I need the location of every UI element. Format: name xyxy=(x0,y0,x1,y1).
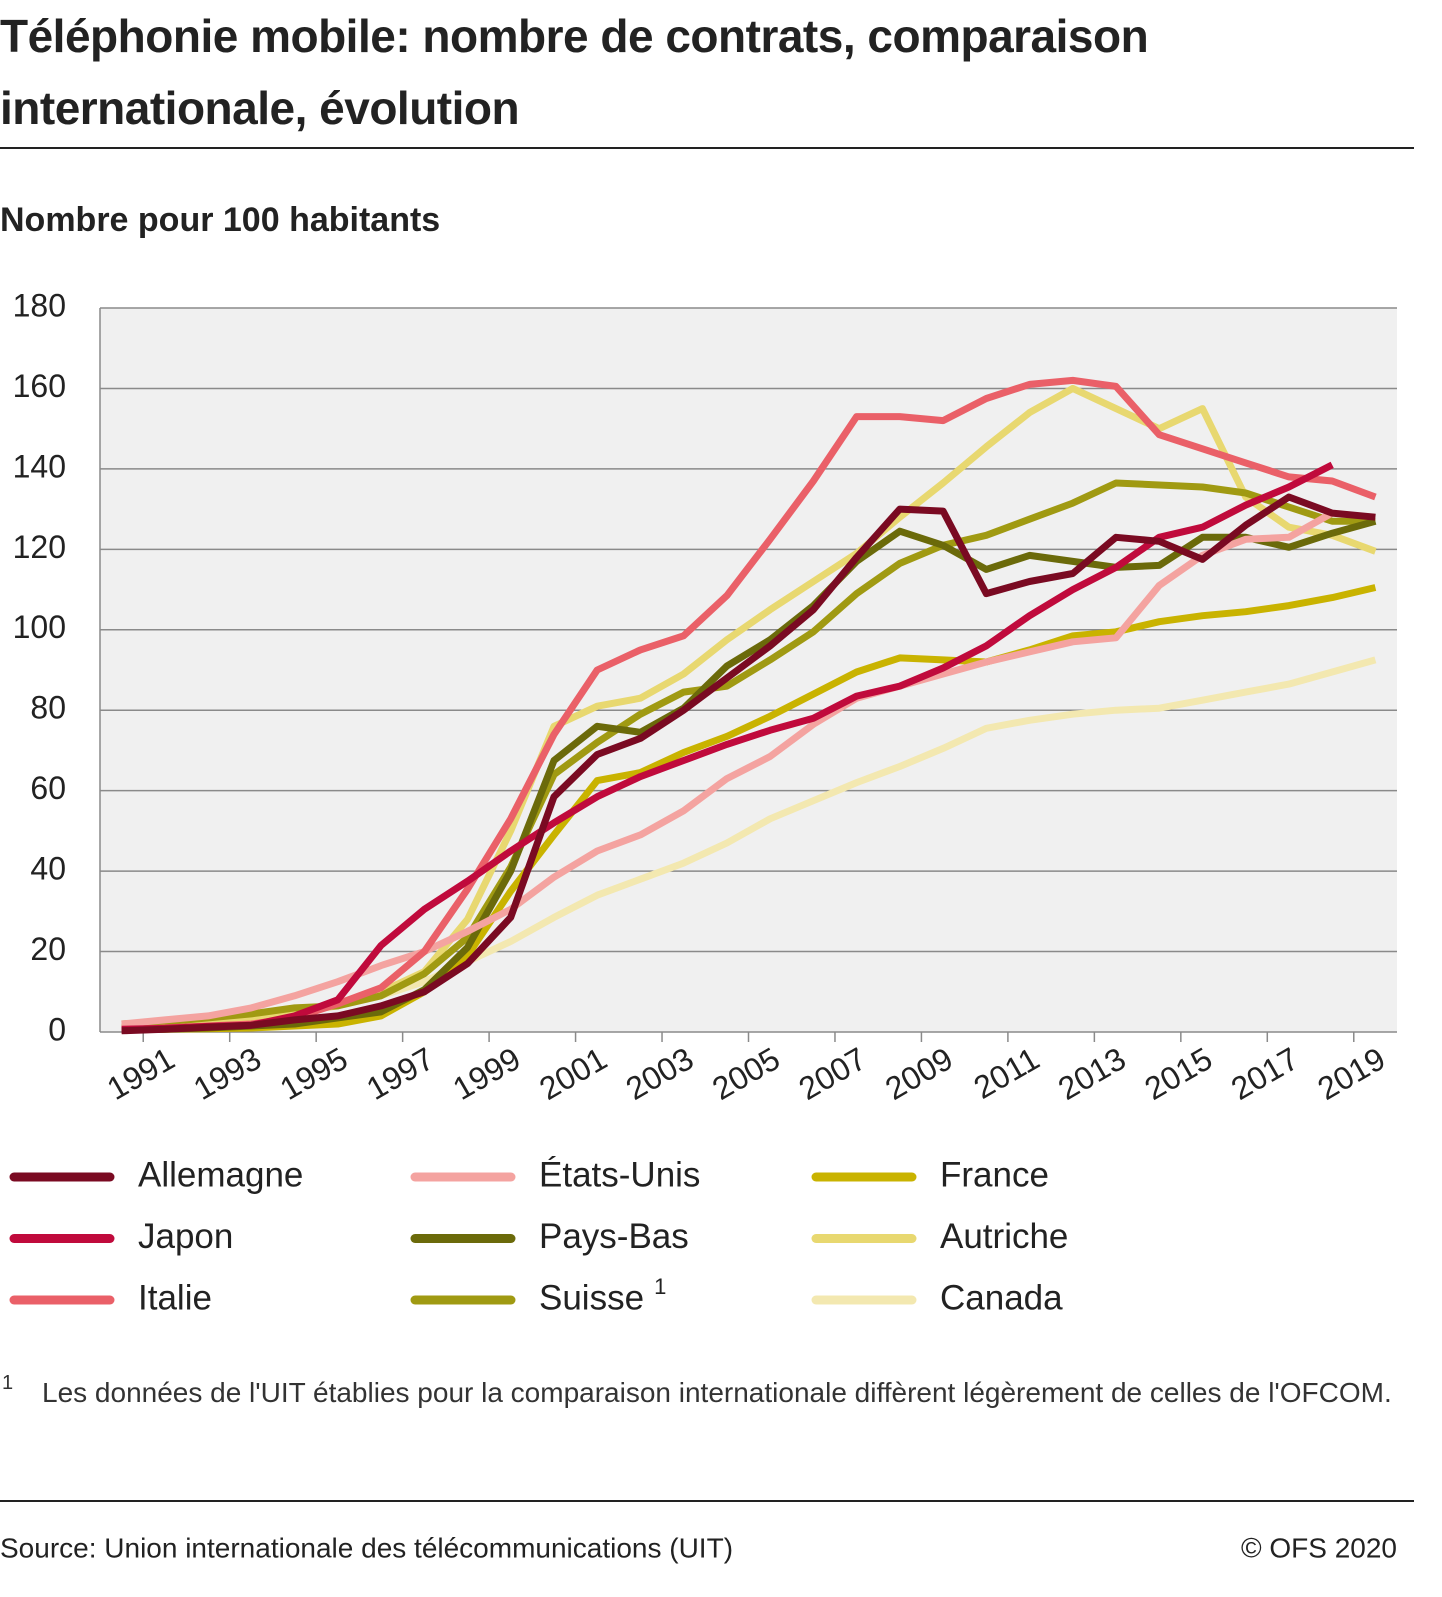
series-line xyxy=(121,493,1376,1035)
chart-title: Téléphonie mobile: nombre de contrats, c… xyxy=(0,10,1149,134)
footnote-marker: 1 xyxy=(2,1372,14,1394)
copyright: © OFS 2020 xyxy=(1241,1532,1397,1563)
y-tick-label: 60 xyxy=(30,770,66,806)
legend-label: Italie xyxy=(138,1278,212,1317)
y-tick-label: 120 xyxy=(13,529,66,565)
series-line xyxy=(121,461,1334,1033)
y-tick-label: 140 xyxy=(13,448,66,484)
x-tick-label: 2017 xyxy=(1225,1040,1305,1107)
y-tick-label: 100 xyxy=(13,609,66,645)
x-tick-label: 2005 xyxy=(706,1040,786,1107)
footnote-marker: 1 xyxy=(654,1274,666,1299)
legend-label: États-Unis xyxy=(539,1155,700,1194)
x-tick-label: 1993 xyxy=(187,1040,267,1107)
x-tick-label: 1995 xyxy=(274,1040,354,1107)
x-tick-label: 1991 xyxy=(101,1040,181,1107)
legend-label: Japon xyxy=(138,1217,233,1256)
legend-label: Allemagne xyxy=(138,1155,303,1194)
x-tick-label: 2011 xyxy=(968,1040,1046,1106)
legend-label: France xyxy=(940,1155,1049,1194)
x-tick-label: 2015 xyxy=(1139,1040,1219,1107)
x-tick-label: 2001 xyxy=(533,1040,613,1107)
x-tick-label: 2019 xyxy=(1311,1040,1391,1107)
legend-label: Canada xyxy=(940,1278,1063,1317)
legend-label: Autriche xyxy=(940,1217,1068,1256)
footnote: Les données de l'UIT établies pour la co… xyxy=(42,1377,1392,1408)
x-tick-label: 2009 xyxy=(879,1040,959,1107)
y-axis-label: Nombre pour 100 habitants xyxy=(0,201,440,239)
x-tick-label: 2007 xyxy=(793,1040,873,1107)
x-tick-label: 2013 xyxy=(1052,1040,1132,1107)
source: Source: Union internationale des télécom… xyxy=(0,1532,733,1563)
series-line xyxy=(121,584,1377,1034)
y-tick-label: 0 xyxy=(48,1011,66,1047)
y-tick-label: 160 xyxy=(13,368,66,404)
legend-label: Pays-Bas xyxy=(539,1217,689,1256)
series-line xyxy=(121,510,1334,1028)
y-tick-label: 180 xyxy=(13,287,66,323)
x-tick-label: 2003 xyxy=(620,1040,700,1107)
y-tick-label: 20 xyxy=(30,931,66,967)
x-tick-label: 1999 xyxy=(447,1040,527,1107)
y-tick-label: 80 xyxy=(30,690,66,726)
legend-label: Suisse xyxy=(539,1278,644,1317)
x-tick-label: 1997 xyxy=(360,1040,440,1107)
y-tick-label: 40 xyxy=(30,851,66,887)
